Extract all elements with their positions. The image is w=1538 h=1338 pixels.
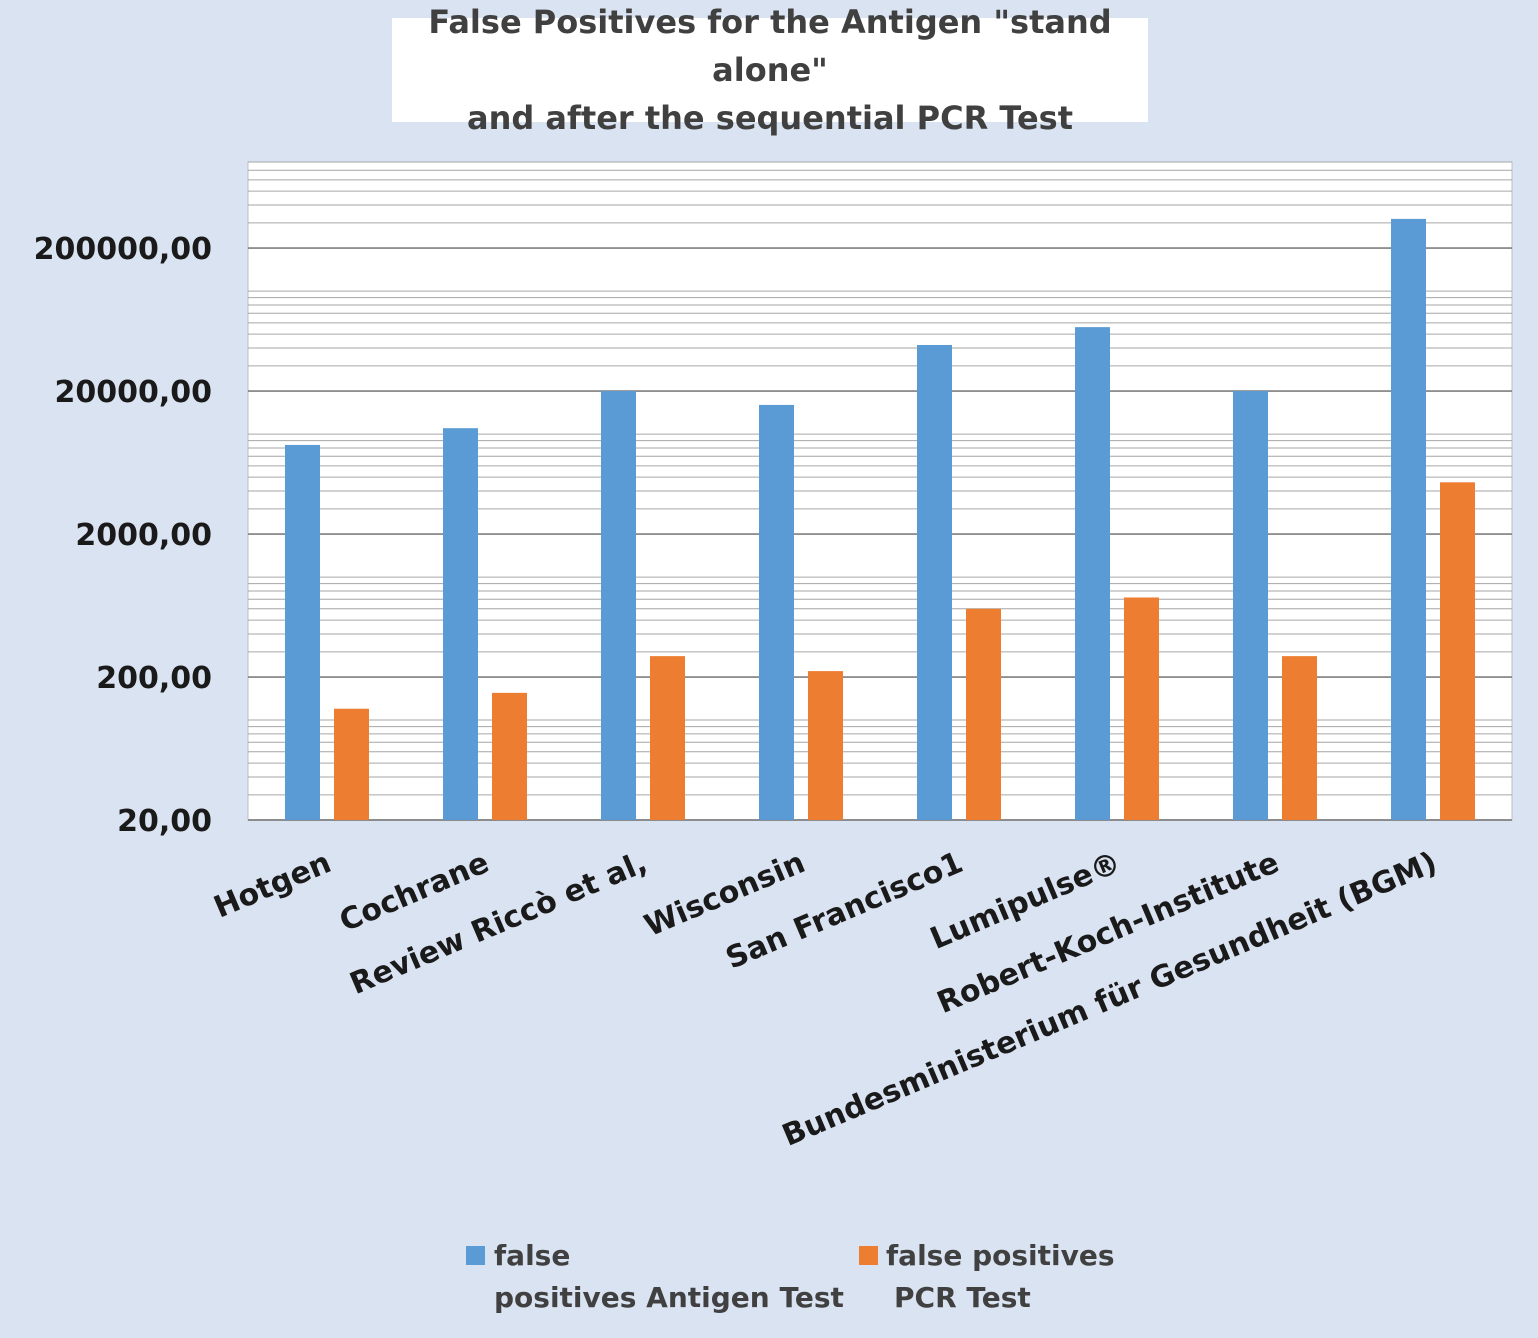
y-tick-label: 200,00 <box>96 661 212 696</box>
bar-antigen <box>1075 327 1110 820</box>
bar-antigen <box>601 391 636 820</box>
y-tick-label: 20,00 <box>117 804 212 839</box>
bar-pcr <box>650 656 685 820</box>
y-tick-label: 200000,00 <box>34 232 212 267</box>
x-tick-label: Review Riccò et al, <box>345 845 652 1002</box>
legend-label-pcr-line-1: false positives <box>886 1239 1115 1272</box>
chart-title-line-2: and after the sequential PCR Test <box>466 99 1073 137</box>
legend-swatch-pcr <box>859 1246 878 1265</box>
bar-pcr <box>966 608 1001 820</box>
chart-title-line-1: False Positives for the Antigen "stand a… <box>428 3 1112 89</box>
y-tick-label: 20000,00 <box>54 375 212 410</box>
x-tick-label: Hotgen <box>209 845 336 925</box>
bar-pcr <box>1440 482 1475 820</box>
bar-antigen <box>443 428 478 820</box>
bar-pcr <box>1282 656 1317 820</box>
bar-antigen <box>917 344 952 820</box>
legend-label-antigen-line-1: false <box>494 1239 570 1272</box>
y-tick-label: 2000,00 <box>75 518 212 553</box>
bar-antigen <box>759 404 794 820</box>
legend-label-pcr-line-2: PCR Test <box>894 1281 1031 1314</box>
bar-pcr <box>334 708 369 820</box>
bar-antigen <box>285 444 320 820</box>
bar-pcr <box>492 692 527 820</box>
bar-antigen <box>1233 391 1268 820</box>
bar-antigen <box>1391 218 1426 821</box>
chart-title: False Positives for the Antigen "stand a… <box>392 3 1148 137</box>
legend-label-antigen-line-2: positives Antigen Test <box>494 1281 844 1314</box>
bar-pcr <box>1124 597 1159 820</box>
bar-pcr <box>808 671 843 820</box>
legend-swatch-antigen <box>466 1246 485 1265</box>
